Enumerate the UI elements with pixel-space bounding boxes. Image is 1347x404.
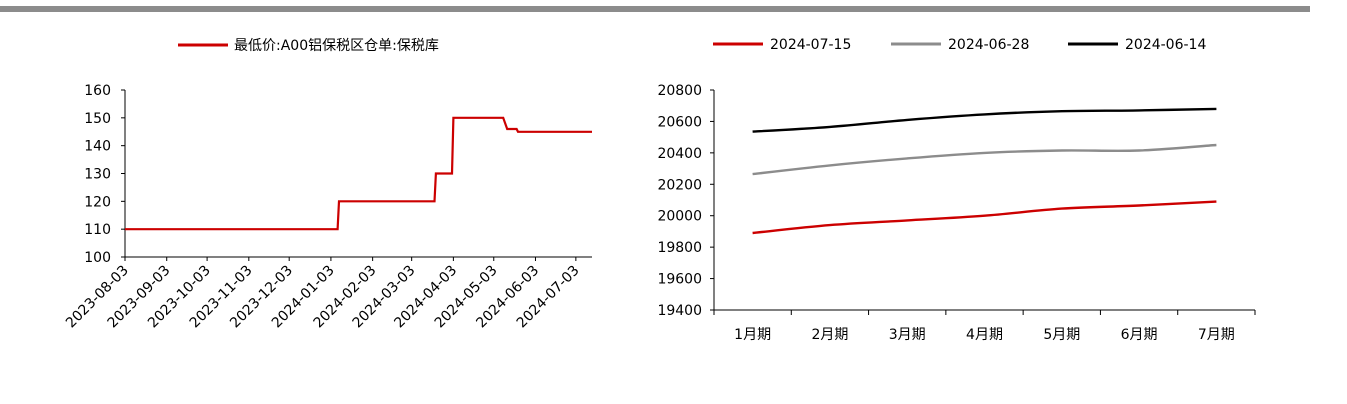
x-category-label: 5月期 <box>1043 327 1080 343</box>
series-line-min-price <box>125 116 592 231</box>
y-tick-label: 20400 <box>657 146 702 162</box>
chart-aluminum-bonded-price: 最低价:A00铝保税区仓单:保税库10011012013014015016020… <box>63 38 592 331</box>
legend-label-min-price: 最低价:A00铝保税区仓单:保税库 <box>234 38 439 54</box>
legend-label-2024-07-15: 2024-07-15 <box>770 37 851 53</box>
y-tick-label: 150 <box>84 111 111 127</box>
x-category-label: 2月期 <box>811 327 848 343</box>
y-tick-label: 19600 <box>657 272 702 288</box>
y-tick-label: 130 <box>84 167 111 183</box>
y-tick-label: 20000 <box>657 209 702 225</box>
series-line-2024-06-14 <box>752 107 1217 133</box>
y-tick-label: 19800 <box>657 240 702 256</box>
x-category-label: 3月期 <box>889 327 926 343</box>
chart-futures-curve: 2024-07-15 2024-06-28 2024-06-14 19400 19600… <box>657 37 1256 343</box>
y-tick-label: 100 <box>84 250 111 266</box>
y-tick-label: 20800 <box>657 83 702 99</box>
top-divider-bar <box>0 6 1310 12</box>
x-category-label: 4月期 <box>966 327 1003 343</box>
y-tick-label: 20200 <box>657 177 702 193</box>
legend-label-2024-06-14: 2024-06-14 <box>1125 37 1206 53</box>
y-tick-label: 120 <box>84 194 111 210</box>
y-tick-label: 140 <box>84 139 111 155</box>
y-tick-label: 160 <box>84 83 111 99</box>
y-tick-label: 20600 <box>657 114 702 130</box>
y-tick-label: 110 <box>84 222 111 238</box>
x-category-label: 1月期 <box>734 327 771 343</box>
x-category-label: 6月期 <box>1121 327 1158 343</box>
y-tick-label: 19400 <box>657 303 702 319</box>
x-category-label: 7月期 <box>1198 327 1235 343</box>
series-line-2024-06-28 <box>752 143 1217 176</box>
series-line-2024-07-15 <box>752 200 1217 235</box>
legend-label-2024-06-28: 2024-06-28 <box>948 37 1029 53</box>
